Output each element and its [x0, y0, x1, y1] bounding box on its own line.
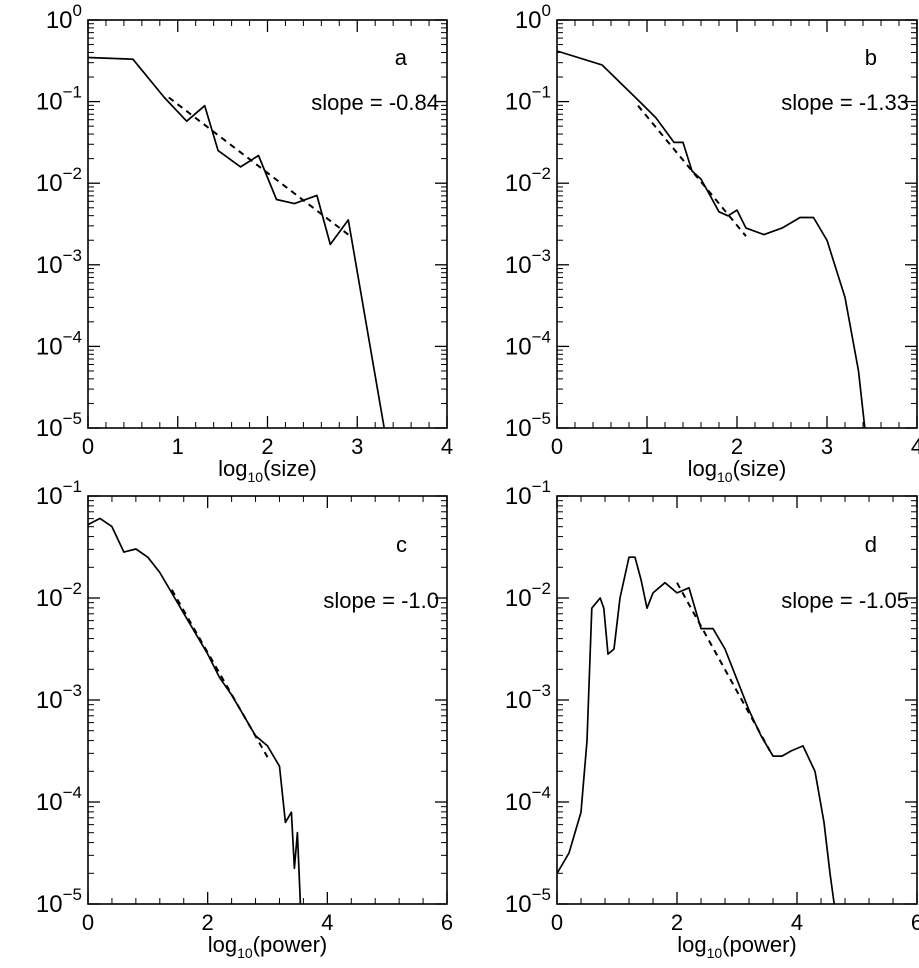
- y-tick-label: 10−1: [505, 83, 551, 116]
- distribution-line: [556, 50, 866, 429]
- panel-letter: d: [865, 532, 877, 557]
- x-tick-label: 2: [261, 434, 273, 459]
- x-tick-label: 2: [731, 434, 743, 459]
- plot-frame: [556, 495, 918, 905]
- distribution-line: [87, 517, 302, 905]
- y-tick-label: 10−3: [505, 681, 551, 714]
- y-tick-label: 10−5: [505, 885, 551, 918]
- panel-letter: b: [865, 45, 877, 70]
- x-tick-label: 6: [911, 910, 919, 935]
- slope-annotation: slope = -0.84: [311, 90, 439, 115]
- x-axis-label: log10(size): [218, 456, 317, 485]
- y-tick-label: 10−2: [505, 579, 551, 612]
- x-tick-label: 4: [321, 910, 333, 935]
- y-tick-label: 10−5: [505, 409, 551, 442]
- x-tick-label: 0: [551, 434, 563, 459]
- panel-letter: c: [396, 532, 407, 557]
- x-tick-label: 2: [202, 910, 214, 935]
- x-tick-label: 1: [641, 434, 653, 459]
- y-tick-label: 10−1: [36, 477, 82, 510]
- x-tick-label: 4: [441, 434, 453, 459]
- x-tick-label: 6: [441, 910, 453, 935]
- y-tick-label: 100: [46, 1, 82, 34]
- x-axis-label: log10(size): [688, 456, 787, 485]
- x-tick-label: 3: [351, 434, 363, 459]
- plot-frame: [87, 495, 448, 905]
- panel-c: 0 2 4 6 10−1 10−2 10−3 10−4 10−5 log10(power) c slo…: [36, 477, 453, 961]
- y-tick-label: 10−3: [36, 246, 82, 279]
- distribution-line: [87, 56, 386, 429]
- x-tick-label: 4: [791, 910, 803, 935]
- plot-frame: [87, 19, 448, 429]
- y-tick-label: 10−2: [505, 164, 551, 197]
- slope-annotation: slope = -1.05: [781, 588, 909, 613]
- y-tick-label: 10−1: [505, 477, 551, 510]
- x-axis-label: log10(power): [677, 932, 797, 961]
- x-tick-label: 0: [551, 910, 563, 935]
- y-tick-label: 100: [515, 1, 551, 34]
- y-tick-label: 10−2: [36, 164, 82, 197]
- panel-a: 0 1 2 3 4 100 10−1 10−2 10−3 10−4 10−5 log10(size) a…: [36, 1, 453, 485]
- panel-d: 0 2 4 6 10−1 10−2 10−3 10−4 10−5 log10(power) d slo…: [505, 477, 919, 961]
- slope-annotation: slope = -1.0: [323, 588, 439, 613]
- y-tick-label: 10−4: [36, 327, 82, 360]
- fit-line: [168, 96, 349, 236]
- x-tick-label: 4: [911, 434, 919, 459]
- panel-letter: a: [395, 45, 408, 70]
- y-tick-label: 10−1: [36, 83, 82, 116]
- y-tick-label: 10−3: [505, 246, 551, 279]
- x-tick-label: 1: [172, 434, 184, 459]
- x-tick-label: 2: [671, 910, 683, 935]
- y-tick-label: 10−2: [36, 579, 82, 612]
- x-tick-label: 0: [82, 910, 94, 935]
- y-tick-label: 10−4: [505, 327, 551, 360]
- y-tick-label: 10−3: [36, 681, 82, 714]
- x-tick-label: 0: [82, 434, 94, 459]
- x-axis-label: log10(power): [208, 932, 328, 961]
- y-tick-label: 10−4: [505, 783, 551, 816]
- y-tick-label: 10−4: [36, 783, 82, 816]
- slope-annotation: slope = -1.33: [781, 90, 909, 115]
- y-tick-label: 10−5: [36, 409, 82, 442]
- distribution-line: [556, 556, 836, 905]
- x-tick-label: 3: [821, 434, 833, 459]
- y-tick-label: 10−5: [36, 885, 82, 918]
- panel-b: 0 1 2 3 4 100 10−1 10−2 10−3 10−4 10−5 log10(size) b…: [505, 1, 919, 485]
